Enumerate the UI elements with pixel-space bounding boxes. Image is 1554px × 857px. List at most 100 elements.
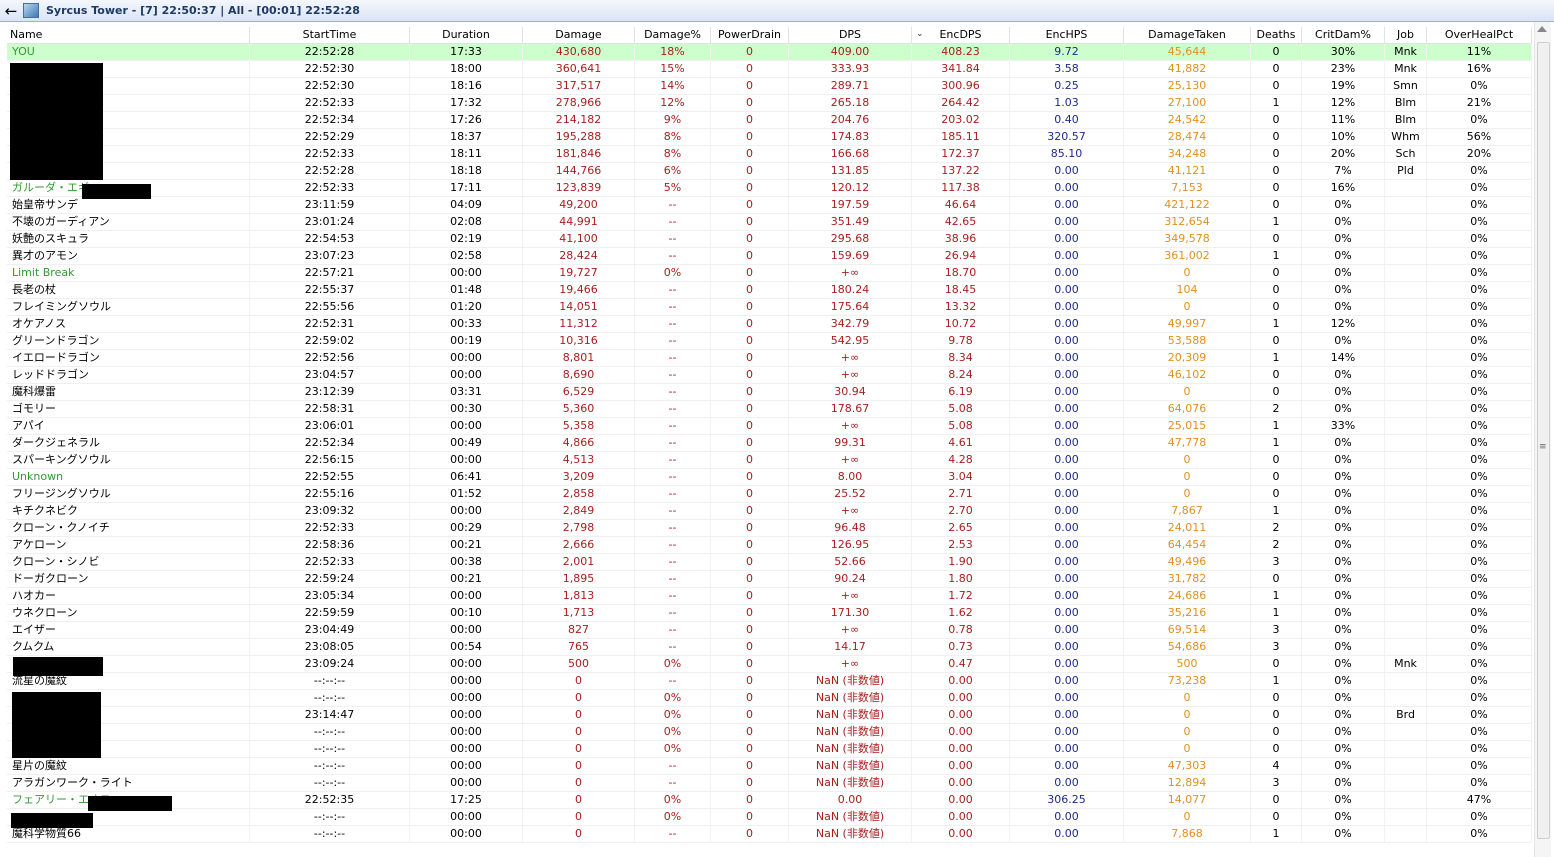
cell-enc-hps: 0.00: [1010, 265, 1124, 281]
cell-dps: 197.59: [789, 197, 912, 213]
table-row[interactable]: 23:09:24 00:00 500 0% 0 +∞ 0.47 0.00 500 0 0% Mnk 0%: [7, 656, 1532, 673]
cell-power-drain: 0: [711, 826, 789, 842]
column-header-job[interactable]: Job: [1385, 27, 1427, 43]
table-row[interactable]: --:--:-- 00:00 0 0% 0 NaN (非数値) 0.00 0.00 0 0 0% 0%: [7, 741, 1532, 758]
table-row[interactable]: ハオカー 23:05:34 00:00 1,813 -- 0 +∞ 1.72 0.00 24,68…: [7, 588, 1532, 605]
cell-damage: 0: [523, 792, 635, 808]
cell-damage-pct: --: [635, 435, 711, 451]
cell-enc-dps: 42.65: [912, 214, 1010, 230]
table-row[interactable]: ガルーダ・エギ 22:52:33 17:11 123,839 5% 0 120.12 117.…: [7, 180, 1532, 197]
cell-job: [1385, 214, 1427, 230]
table-row[interactable]: ドーガクローン 22:59:24 00:21 1,895 -- 0 90.24 1.80 0.0…: [7, 571, 1532, 588]
cell-power-drain: 0: [711, 656, 789, 672]
cell-duration: 00:30: [410, 401, 523, 417]
column-header-damage-taken[interactable]: DamageTaken: [1124, 27, 1251, 43]
cell-enc-hps: 0.00: [1010, 214, 1124, 230]
cell-enc-hps: 306.25: [1010, 792, 1124, 808]
cell-duration: 00:00: [410, 758, 523, 774]
table-row[interactable]: レッドドラゴン 23:04:57 00:00 8,690 -- 0 +∞ 8.24 0.00 46…: [7, 367, 1532, 384]
table-row[interactable]: イエロードラゴン 22:52:56 00:00 8,801 -- 0 +∞ 8.34 0.00 2…: [7, 350, 1532, 367]
cell-damage-pct: --: [635, 537, 711, 553]
column-header-duration[interactable]: Duration: [410, 27, 523, 43]
column-header-power-drain[interactable]: PowerDrain: [711, 27, 789, 43]
table-row[interactable]: 22:52:33 17:32 278,966 12% 0 265.18 264.42 1.03…: [7, 95, 1532, 112]
column-header-crit-dam-pct[interactable]: CritDam%: [1302, 27, 1385, 43]
table-row[interactable]: オケアノス 22:52:31 00:33 11,312 -- 0 342.79 10.72 0.…: [7, 316, 1532, 333]
cell-damage: 2,849: [523, 503, 635, 519]
table-row[interactable]: エイザー 23:04:49 00:00 827 -- 0 +∞ 0.78 0.00 69,514 3…: [7, 622, 1532, 639]
table-row[interactable]: ゴモリー 22:58:31 00:30 5,360 -- 0 178.67 5.08 0.00 6…: [7, 401, 1532, 418]
table-row[interactable]: Limit Break 22:57:21 00:00 19,727 0% 0 +∞ 18.70…: [7, 265, 1532, 282]
table-row[interactable]: --:--:-- 00:00 0 0% 0 NaN (非数値) 0.00 0.00 0 0 0% 0%: [7, 690, 1532, 707]
cell-damage-taken: 64,454: [1124, 537, 1251, 553]
cell-name: スパーキングソウル: [7, 452, 250, 468]
vertical-scrollbar[interactable]: ≡: [1534, 22, 1551, 857]
column-header-name[interactable]: Name: [7, 27, 250, 43]
scroll-thumb[interactable]: [1537, 42, 1550, 839]
cell-enc-dps: 13.32: [912, 299, 1010, 315]
table-row[interactable]: キチクネビク 23:09:32 00:00 2,849 -- 0 +∞ 2.70 0.00 7,8…: [7, 503, 1532, 520]
table-row[interactable]: 22:52:34 17:26 214,182 9% 0 204.76 203.02 0.40 2…: [7, 112, 1532, 129]
cell-start-time: 22:52:33: [250, 180, 410, 196]
table-row[interactable]: 不壊のガーディアン 23:01:24 02:08 44,991 -- 0 351.49 42.…: [7, 214, 1532, 231]
table-row[interactable]: 流星の魔紋 --:--:-- 00:00 0 -- 0 NaN (非数値) 0.00 0.00 7…: [7, 673, 1532, 690]
table-row[interactable]: 22:52:28 18:18 144,766 6% 0 131.85 137.22 0.00 4…: [7, 163, 1532, 180]
cell-power-drain: 0: [711, 775, 789, 791]
cell-power-drain: 0: [711, 282, 789, 298]
table-row[interactable]: 22:52:30 18:00 360,641 15% 0 333.93 341.84 3.58…: [7, 61, 1532, 78]
table-row[interactable]: Unknown 22:52:55 06:41 3,209 -- 0 8.00 3.04 0.00…: [7, 469, 1532, 486]
table-row[interactable]: 22:52:29 18:37 195,288 8% 0 174.83 185.11 320.5…: [7, 129, 1532, 146]
table-row[interactable]: 魔科爆雷 23:12:39 03:31 6,529 -- 0 30.94 6.19 0.00 0 0…: [7, 384, 1532, 401]
cell-job: [1385, 231, 1427, 247]
table-row[interactable]: クローン・シノビ 22:52:33 00:38 2,001 -- 0 52.66 1.90 0.…: [7, 554, 1532, 571]
cell-dps: +∞: [789, 265, 912, 281]
cell-damage-taken: 7,867: [1124, 503, 1251, 519]
column-header-overheal-pct[interactable]: OverHealPct: [1427, 27, 1532, 43]
table-row[interactable]: --:--:-- 00:00 0 0% 0 NaN (非数値) 0.00 0.00 0 0 0% 0%: [7, 724, 1532, 741]
table-row[interactable]: 22:52:30 18:16 317,517 14% 0 289.71 300.96 0.25…: [7, 78, 1532, 95]
cell-damage-taken: 53,588: [1124, 333, 1251, 349]
table-row[interactable]: フレイミングソウル 22:55:56 01:20 14,051 -- 0 175.64 13.…: [7, 299, 1532, 316]
table-row[interactable]: クムクム 23:08:05 00:54 765 -- 0 14.17 0.73 0.00 54,6…: [7, 639, 1532, 656]
table-row[interactable]: 始皇帝サンデ 23:11:59 04:09 49,200 -- 0 197.59 46.64 0…: [7, 197, 1532, 214]
table-row[interactable]: 星片の魔紋 --:--:-- 00:00 0 -- 0 NaN (非数値) 0.00 0.00 4…: [7, 758, 1532, 775]
table-row[interactable]: グリーンドラゴン 22:59:02 00:19 10,316 -- 0 542.95 9.78…: [7, 333, 1532, 350]
table-row[interactable]: ウネクローン 22:59:59 00:10 1,713 -- 0 171.30 1.62 0.0…: [7, 605, 1532, 622]
table-row[interactable]: 長老の杖 22:55:37 01:48 19,466 -- 0 180.24 18.45 0.0…: [7, 282, 1532, 299]
column-header-start-time[interactable]: StartTime: [250, 27, 410, 43]
cell-name: [7, 724, 250, 740]
cell-start-time: --:--:--: [250, 690, 410, 706]
cell-name: [7, 656, 250, 672]
table-row[interactable]: 23:14:47 00:00 0 0% 0 NaN (非数値) 0.00 0.00 0 0 0% Br…: [7, 707, 1532, 724]
table-row[interactable]: ダークジェネラル 22:52:34 00:49 4,866 -- 0 99.31 4.61 0.…: [7, 435, 1532, 452]
table-row[interactable]: 22:52:33 18:11 181,846 8% 0 166.68 172.37 85.10…: [7, 146, 1532, 163]
table-row[interactable]: アケローン 22:58:36 00:21 2,666 -- 0 126.95 2.53 0.00…: [7, 537, 1532, 554]
column-header-enc-dps[interactable]: EncDPS: [912, 27, 1010, 43]
table-row[interactable]: フェアリー・エオス 22:52:35 17:25 0 0% 0 0.00 0.00 306.25…: [7, 792, 1532, 809]
cell-enc-dps: 117.38: [912, 180, 1010, 196]
table-row[interactable]: 妖艶のスキュラ 22:54:53 02:19 41,100 -- 0 295.68 38.96…: [7, 231, 1532, 248]
table-row[interactable]: スパーキングソウル 22:56:15 00:00 4,513 -- 0 +∞ 4.28 0.00…: [7, 452, 1532, 469]
table-row[interactable]: YOU 22:52:28 17:33 430,680 18% 0 409.00 408.23 9…: [7, 44, 1532, 61]
column-header-deaths[interactable]: Deaths: [1251, 27, 1302, 43]
cell-damage: 0: [523, 775, 635, 791]
cell-damage: 14,051: [523, 299, 635, 315]
column-header-damage[interactable]: Damage: [523, 27, 635, 43]
table-row[interactable]: --:--:-- 00:00 0 0% 0 NaN (非数値) 0.00 0.00 0 0 0% 0%: [7, 809, 1532, 826]
cell-crit-dam-pct: 0%: [1302, 690, 1385, 706]
column-header-damage-pct[interactable]: Damage%: [635, 27, 711, 43]
column-header-dps[interactable]: DPS: [789, 27, 912, 43]
table-row[interactable]: 魔科学物質66 --:--:-- 00:00 0 -- 0 NaN (非数値) 0.00 0.0…: [7, 826, 1532, 843]
scroll-up-icon[interactable]: [1537, 26, 1547, 32]
table-row[interactable]: クローン・クノイチ 22:52:33 00:29 2,798 -- 0 96.48 2.65 0…: [7, 520, 1532, 537]
table-row[interactable]: アラガンワーク・ライト --:--:-- 00:00 0 -- 0 NaN (非数値) 0.0…: [7, 775, 1532, 792]
cell-name: ダークジェネラル: [7, 435, 250, 451]
table-row[interactable]: 異才のアモン 23:07:23 02:58 28,424 -- 0 159.69 26.94 0…: [7, 248, 1532, 265]
table-row[interactable]: アパイ 23:06:01 00:00 5,358 -- 0 +∞ 5.08 0.00 25,015…: [7, 418, 1532, 435]
column-header-enc-hps[interactable]: EncHPS: [1010, 27, 1124, 43]
window-title: Syrcus Tower - [7] 22:50:37 | All - [00:…: [46, 4, 360, 17]
cell-duration: 01:52: [410, 486, 523, 502]
cell-crit-dam-pct: 0%: [1302, 707, 1385, 723]
table-row[interactable]: フリージングソウル 22:55:16 01:52 2,858 -- 0 25.52 2.71 0…: [7, 486, 1532, 503]
back-arrow-icon[interactable]: ←: [4, 2, 18, 20]
